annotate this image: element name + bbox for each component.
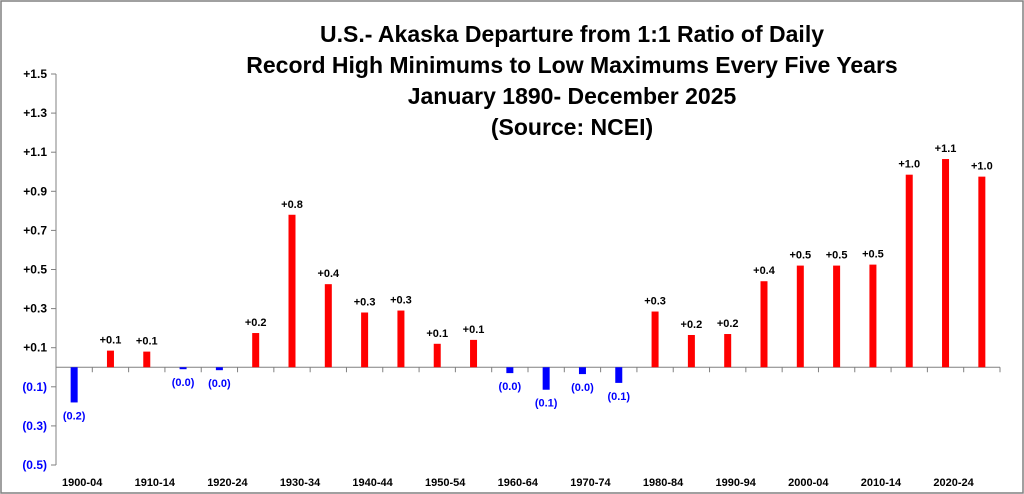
bar-1990-94 bbox=[724, 334, 732, 368]
data-label-2015-19: +1.0 bbox=[898, 159, 920, 171]
data-label-1950-54: +0.1 bbox=[426, 328, 448, 340]
data-label-1965-69: (0.1) bbox=[535, 398, 558, 410]
y-tick-label: +0.5 bbox=[23, 263, 47, 277]
bar-1965-69 bbox=[542, 367, 550, 390]
y-tick-label: +0.9 bbox=[23, 184, 47, 198]
data-label-2005-09: +0.5 bbox=[826, 250, 848, 262]
y-tick-label: (0.1) bbox=[22, 380, 47, 394]
bar-2000-04 bbox=[796, 265, 804, 368]
x-tick-label: 1940-44 bbox=[352, 477, 393, 489]
x-tick-label: 1980-84 bbox=[643, 477, 684, 489]
y-tick-label: +0.7 bbox=[23, 223, 47, 237]
bar-1960-64 bbox=[506, 367, 514, 374]
x-tick-label: 1920-24 bbox=[207, 477, 248, 489]
data-label-1995-99: +0.4 bbox=[753, 265, 776, 277]
x-tick-label: 1900-04 bbox=[62, 477, 103, 489]
bar-1915-19 bbox=[179, 367, 187, 370]
x-tick-label: 1990-94 bbox=[716, 477, 757, 489]
data-label-1975-79: (0.1) bbox=[607, 391, 630, 403]
data-label-1925-29: +0.2 bbox=[245, 317, 267, 329]
bars bbox=[70, 159, 986, 403]
chart-title: U.S.- Akaska Departure from 1:1 Ratio of… bbox=[246, 21, 897, 140]
bar-1970-74 bbox=[578, 367, 586, 375]
bar-1985-89 bbox=[687, 334, 695, 368]
data-label-1905-09: +0.1 bbox=[100, 335, 122, 347]
bar-1955-59 bbox=[470, 339, 478, 368]
bar-1940-44 bbox=[361, 312, 369, 368]
bar-1950-54 bbox=[433, 343, 441, 368]
bar-2005-09 bbox=[833, 265, 841, 368]
x-tick-label: 2020-24 bbox=[933, 477, 974, 489]
data-label-1970-74: (0.0) bbox=[571, 382, 594, 394]
data-labels: (0.2) +0.1 +0.1 (0.0) (0.0) +0.2 +0.8 +0.4 +0.3 +… bbox=[63, 143, 993, 422]
data-label-2025: +1.0 bbox=[971, 161, 993, 173]
x-tick-label: 1910-14 bbox=[135, 477, 176, 489]
y-tick-label: +1.5 bbox=[23, 67, 47, 81]
bar-1975-79 bbox=[615, 367, 623, 383]
y-tick-label: +1.3 bbox=[23, 106, 47, 120]
bar-1900-04 bbox=[70, 367, 78, 403]
bar-2015-19 bbox=[905, 174, 913, 368]
data-label-1920-24: (0.0) bbox=[208, 378, 231, 390]
axes: +1.5+1.3+1.1+0.9+0.7+0.5+0.3+0.1(0.1)(0.… bbox=[22, 67, 1001, 489]
data-label-1955-59: +0.1 bbox=[463, 324, 485, 336]
bar-1930-34 bbox=[288, 214, 296, 368]
bar-1935-39 bbox=[324, 284, 332, 368]
data-label-2000-04: +0.5 bbox=[789, 250, 811, 262]
bar-2025 bbox=[978, 176, 986, 368]
bar-2020-24 bbox=[942, 159, 950, 368]
bar-1905-09 bbox=[106, 350, 114, 368]
x-tick-label: 1960-64 bbox=[498, 477, 539, 489]
data-label-1900-04: (0.2) bbox=[63, 410, 86, 422]
bar-1945-49 bbox=[397, 310, 405, 368]
chart-title-line-4: (Source: NCEI) bbox=[491, 114, 653, 140]
bar-2010-14 bbox=[869, 264, 877, 368]
y-tick-label: (0.3) bbox=[22, 419, 47, 433]
data-label-1915-19: (0.0) bbox=[172, 377, 195, 389]
y-tick-label: (0.5) bbox=[22, 458, 47, 472]
data-label-1980-84: +0.3 bbox=[644, 296, 666, 308]
bar-1910-14 bbox=[143, 351, 151, 368]
data-label-1960-64: (0.0) bbox=[499, 381, 522, 393]
chart-title-line-1: U.S.- Akaska Departure from 1:1 Ratio of… bbox=[320, 21, 824, 47]
data-label-1910-14: +0.1 bbox=[136, 336, 158, 348]
data-label-1990-94: +0.2 bbox=[717, 318, 739, 330]
x-tick-label: 2000-04 bbox=[788, 477, 829, 489]
data-label-1945-49: +0.3 bbox=[390, 295, 412, 307]
x-tick-label: 2010-14 bbox=[861, 477, 902, 489]
data-label-1985-89: +0.2 bbox=[681, 319, 703, 331]
chart-title-line-2: Record High Minimums to Low Maximums Eve… bbox=[246, 52, 897, 78]
x-tick-label: 1970-74 bbox=[570, 477, 611, 489]
y-tick-label: +0.1 bbox=[23, 341, 47, 355]
bar-1920-24 bbox=[215, 367, 223, 371]
bar-1925-29 bbox=[252, 333, 260, 368]
chart-title-line-3: January 1890- December 2025 bbox=[408, 83, 737, 109]
x-tick-label: 1930-34 bbox=[280, 477, 321, 489]
y-tick-label: +0.3 bbox=[23, 302, 47, 316]
data-label-1935-39: +0.4 bbox=[317, 268, 340, 280]
data-label-2020-24: +1.1 bbox=[935, 143, 957, 155]
bar-1980-84 bbox=[651, 311, 659, 368]
data-label-2010-14: +0.5 bbox=[862, 249, 884, 261]
bar-1995-99 bbox=[760, 281, 768, 368]
data-label-1930-34: +0.8 bbox=[281, 199, 303, 211]
x-tick-label: 1950-54 bbox=[425, 477, 466, 489]
data-label-1940-44: +0.3 bbox=[354, 297, 376, 309]
y-tick-label: +1.1 bbox=[23, 145, 47, 159]
